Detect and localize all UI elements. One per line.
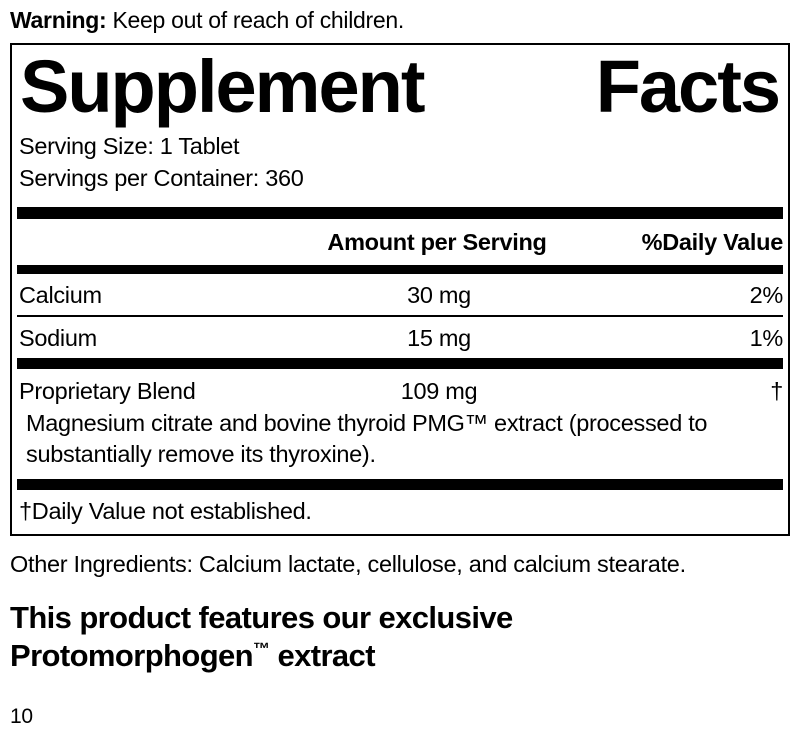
panel-title-word-2: Facts [595, 45, 781, 128]
other-ingredients: Other Ingredients: Calcium lactate, cell… [10, 551, 686, 577]
table-row-calcium: Calcium 30 mg 2% [17, 274, 783, 317]
supplement-facts-panel: Supplement Facts Serving Size: 1 Tablet … [10, 43, 790, 536]
column-header-row: Amount per Serving %Daily Value [17, 219, 783, 265]
feature-headline-line-2: Protomorphogen™ extract [10, 637, 790, 675]
panel-title-word-1: Supplement [20, 45, 425, 128]
separator-bar-sodium [17, 358, 783, 369]
nutrient-daily-value: 1% [749, 325, 784, 351]
separator-bar-top [17, 207, 783, 219]
table-row-sodium: Sodium 15 mg 1% [17, 317, 783, 358]
feature-headline-line-1: This product features our exclusive [10, 600, 513, 635]
blend-description: Magnesium citrate and bovine thyroid PMG… [26, 410, 708, 467]
nutrient-amount: 30 mg [407, 282, 471, 308]
nutrient-amount: 15 mg [407, 325, 471, 351]
nutrient-daily-value: 2% [749, 282, 784, 308]
panel-title: Supplement Facts [17, 45, 783, 128]
separator-bar-footnote [17, 479, 783, 490]
servings-per-container: Servings per Container: 360 [19, 165, 304, 191]
nutrient-name: Calcium [19, 282, 102, 308]
blend-name: Proprietary Blend [19, 378, 196, 404]
serving-size: Serving Size: 1 Tablet [19, 133, 240, 159]
trademark-symbol: ™ [253, 639, 270, 659]
feature-product-name: Protomorphogen [10, 638, 254, 673]
feature-headline: This product features our exclusive Prot… [10, 599, 790, 675]
serving-info: Serving Size: 1 Tablet Servings per Cont… [17, 128, 783, 194]
page-number: 10 [10, 705, 33, 728]
amount-per-serving-header: Amount per Serving [327, 229, 547, 255]
feature-headline-line-2-rest: extract [269, 638, 375, 673]
blend-daily-value-dagger: † [770, 378, 783, 404]
warning-text: Keep out of reach of children. [106, 7, 404, 33]
table-row-proprietary-blend: Proprietary Blend 109 mg † [17, 369, 783, 405]
nutrient-name: Sodium [19, 325, 97, 351]
daily-value-header: %Daily Value [641, 229, 784, 255]
warning-label: Warning: [10, 7, 107, 33]
daily-value-footnote: †Daily Value not established. [19, 498, 312, 524]
blend-amount: 109 mg [400, 378, 478, 404]
warning-line: Warning: Keep out of reach of children. [10, 6, 790, 34]
separator-bar-header [17, 265, 783, 274]
